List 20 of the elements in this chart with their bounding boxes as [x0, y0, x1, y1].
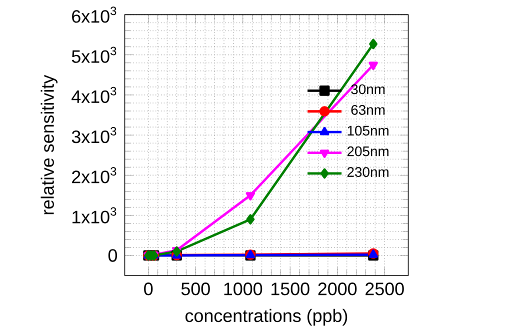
x-tick-label: 500: [181, 282, 210, 296]
y-tick-label: 5x10$^{3}$: [72, 46, 116, 63]
x-tick-label: 1000: [224, 282, 262, 296]
y-tick-label: 6x10$^{3}$: [72, 6, 116, 23]
legend-label: 63nm: [351, 104, 385, 115]
y-tick-label: 1x10$^{3}$: [72, 207, 116, 224]
y-axis-title: relative sensitivity: [40, 74, 58, 214]
x-tick-label: 1500: [272, 282, 310, 296]
legend-label: 105nm: [348, 126, 388, 136]
legend-label: 205nm: [347, 146, 388, 156]
x-tick-label: 2500: [366, 282, 404, 296]
x-tick-label: 2000: [318, 282, 357, 296]
x-tick-label: 0: [144, 282, 153, 296]
y-tick-label: 3x10$^{3}$: [72, 126, 116, 144]
y-tick-label: 0: [108, 248, 118, 262]
x-axis-title: concentrations (ppb): [186, 308, 348, 326]
y-tick-label: 2x10$^{3}$: [72, 166, 116, 184]
y-tick-label: 4x10$^{3}$: [72, 86, 116, 103]
legend-label: 30nm: [351, 84, 385, 94]
legend-label: 230nm: [347, 166, 388, 177]
